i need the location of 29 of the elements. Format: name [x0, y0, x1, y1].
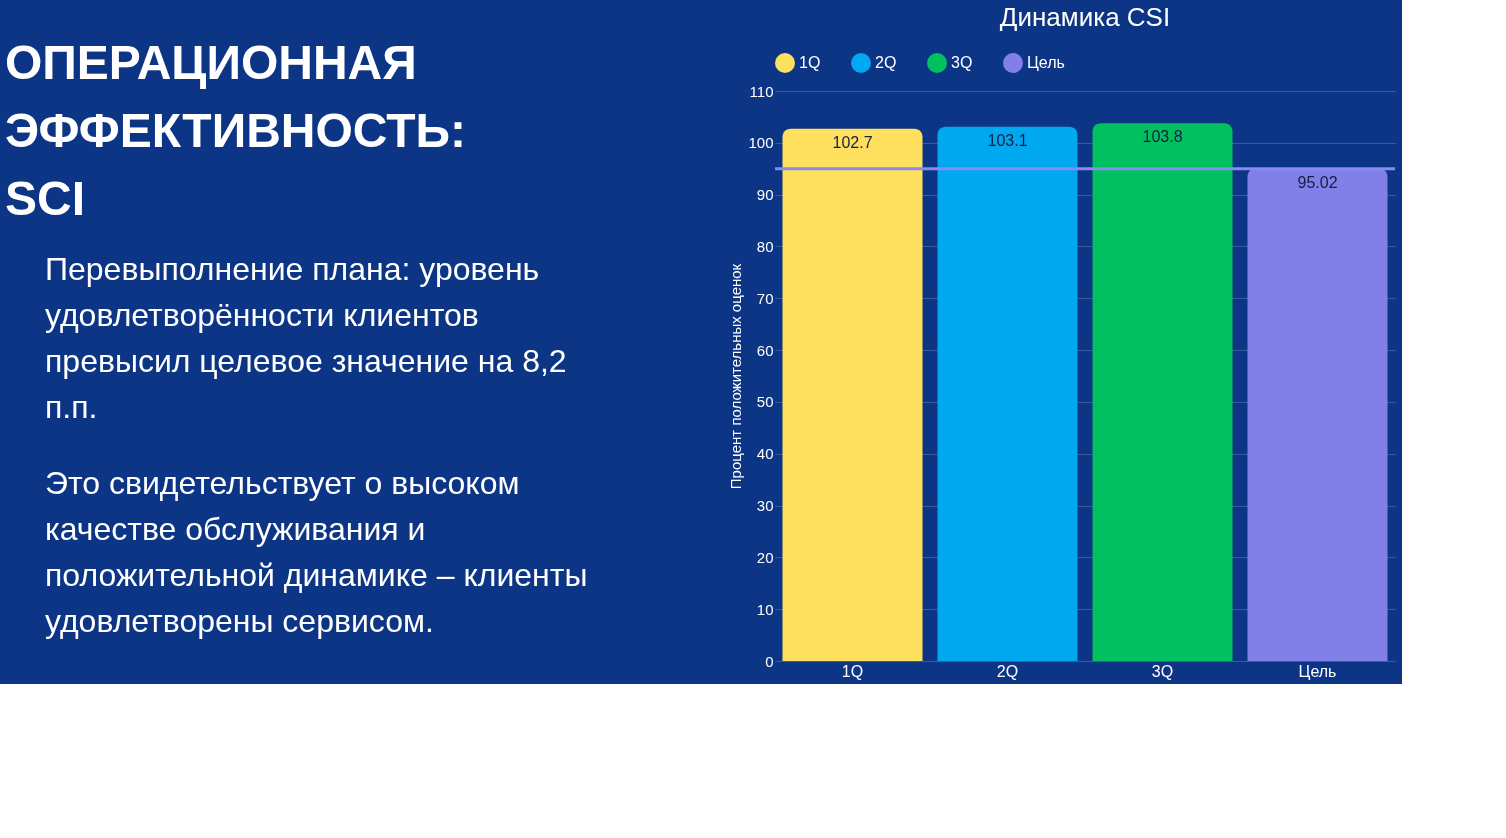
x-tick-label: 1Q	[841, 662, 864, 680]
data-label: 102.7	[832, 133, 873, 151]
y-tick-label: 40	[756, 445, 774, 463]
y-tick-label: 100	[748, 134, 774, 152]
y-axis-title: Процент положительных оценок	[727, 263, 745, 490]
y-tick-label: 90	[756, 186, 774, 204]
y-tick-label: 80	[756, 237, 774, 255]
x-tick-label: Цель	[1298, 662, 1337, 680]
x-tick-label: 3Q	[1151, 662, 1174, 680]
y-tick-label: 50	[756, 393, 774, 411]
data-label: 103.1	[987, 131, 1028, 149]
legend-label: 2Q	[875, 54, 897, 71]
y-tick-label: 110	[749, 82, 774, 100]
text: Перевыполнение плана: уровень удовлетворённости клиентов превысил целевое значение на 8,2 п.п.	[45, 251, 567, 425]
legend-label: Цель	[1027, 54, 1065, 71]
y-tick-label: 10	[756, 600, 774, 618]
x-tick-label: 2Q	[996, 662, 1019, 680]
legend-label: 3Q	[951, 54, 973, 71]
legend-label: 1Q	[799, 54, 821, 71]
data-label: 103.8	[1142, 128, 1183, 146]
y-tick-label: 30	[756, 497, 774, 515]
y-tick-label: 70	[756, 289, 774, 307]
y-tick-label: 20	[756, 548, 774, 566]
chart-title: Динамика CSI	[999, 2, 1171, 32]
data-label: 95.02	[1297, 173, 1338, 191]
y-tick-label: 60	[756, 341, 774, 359]
text: Это свидетельствует о высоком качестве обслуживания и положительной динамике – клиенты удовлетворены сервисом.	[45, 465, 588, 639]
text: ОПЕРАЦИОННАЯ ЭФФЕКТИВНОСТЬ: SCI	[5, 36, 467, 225]
y-tick-label: 0	[765, 652, 774, 670]
